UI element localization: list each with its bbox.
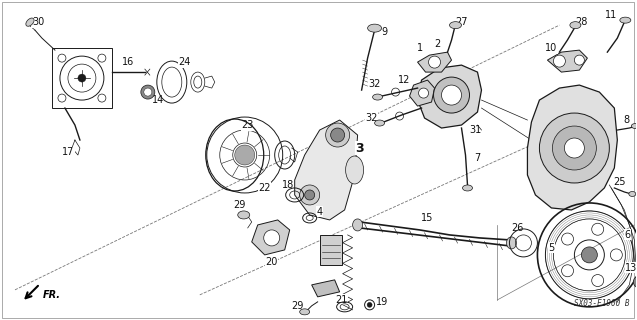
Ellipse shape — [346, 156, 364, 184]
Text: 9: 9 — [382, 27, 388, 37]
Circle shape — [235, 145, 255, 165]
Text: 29: 29 — [234, 200, 246, 210]
Circle shape — [304, 190, 315, 200]
Circle shape — [299, 185, 320, 205]
Text: 6: 6 — [624, 230, 631, 240]
Circle shape — [552, 126, 596, 170]
Text: 10: 10 — [545, 43, 557, 53]
Polygon shape — [417, 52, 452, 72]
Circle shape — [610, 249, 622, 261]
Text: SX03-E1900 B: SX03-E1900 B — [574, 299, 629, 308]
Circle shape — [429, 56, 441, 68]
Circle shape — [554, 55, 566, 67]
Circle shape — [434, 77, 469, 113]
Text: 8: 8 — [623, 115, 629, 125]
Ellipse shape — [375, 120, 385, 126]
Text: 15: 15 — [421, 213, 434, 223]
Text: 7: 7 — [475, 153, 480, 163]
Ellipse shape — [373, 94, 383, 100]
Polygon shape — [417, 65, 482, 128]
Text: 18: 18 — [282, 180, 294, 190]
Polygon shape — [410, 80, 434, 106]
Circle shape — [331, 128, 345, 142]
Text: 16: 16 — [122, 57, 134, 67]
Ellipse shape — [299, 309, 310, 315]
Text: 21: 21 — [336, 295, 348, 305]
Ellipse shape — [353, 219, 362, 231]
Text: 28: 28 — [575, 17, 587, 27]
Circle shape — [562, 265, 573, 277]
Circle shape — [564, 138, 584, 158]
Ellipse shape — [506, 237, 517, 249]
Circle shape — [575, 55, 584, 65]
Ellipse shape — [620, 17, 631, 23]
Text: 32: 32 — [366, 113, 378, 123]
Text: 11: 11 — [605, 10, 617, 20]
Circle shape — [264, 230, 280, 246]
Text: FR.: FR. — [43, 290, 61, 300]
Bar — [320, 235, 341, 265]
Ellipse shape — [26, 18, 34, 26]
Text: 1: 1 — [417, 43, 422, 53]
Circle shape — [326, 123, 350, 147]
Polygon shape — [311, 280, 340, 297]
Text: 24: 24 — [178, 57, 191, 67]
Polygon shape — [547, 50, 587, 72]
Ellipse shape — [368, 24, 382, 32]
Ellipse shape — [570, 22, 581, 29]
Ellipse shape — [462, 185, 473, 191]
Circle shape — [582, 247, 598, 263]
Text: 22: 22 — [259, 183, 271, 193]
Text: 20: 20 — [266, 257, 278, 267]
Circle shape — [592, 275, 604, 286]
Text: 26: 26 — [512, 223, 524, 233]
Ellipse shape — [450, 22, 461, 29]
Circle shape — [592, 223, 604, 235]
Ellipse shape — [631, 124, 637, 129]
Text: 30: 30 — [32, 17, 44, 27]
Polygon shape — [252, 220, 290, 255]
Circle shape — [367, 302, 372, 307]
Circle shape — [78, 74, 86, 82]
Text: 5: 5 — [548, 243, 555, 253]
Text: 3: 3 — [355, 141, 364, 155]
Circle shape — [540, 113, 610, 183]
Text: 4: 4 — [317, 207, 323, 217]
Text: 27: 27 — [455, 17, 468, 27]
Circle shape — [141, 85, 155, 99]
Text: 29: 29 — [292, 301, 304, 311]
Text: 14: 14 — [152, 95, 164, 105]
Circle shape — [419, 88, 429, 98]
Circle shape — [144, 88, 152, 96]
Text: 32: 32 — [368, 79, 381, 89]
Polygon shape — [295, 120, 357, 220]
Text: 23: 23 — [241, 120, 254, 130]
Text: 25: 25 — [613, 177, 626, 187]
Text: 2: 2 — [434, 39, 441, 49]
Text: 12: 12 — [398, 75, 411, 85]
Polygon shape — [527, 85, 617, 210]
Text: 19: 19 — [375, 297, 388, 307]
Circle shape — [441, 85, 461, 105]
Text: 13: 13 — [625, 263, 637, 273]
Circle shape — [633, 276, 637, 288]
Text: 17: 17 — [62, 147, 74, 157]
Circle shape — [562, 233, 573, 245]
Ellipse shape — [629, 191, 636, 196]
Ellipse shape — [238, 211, 250, 219]
Text: 31: 31 — [469, 125, 482, 135]
